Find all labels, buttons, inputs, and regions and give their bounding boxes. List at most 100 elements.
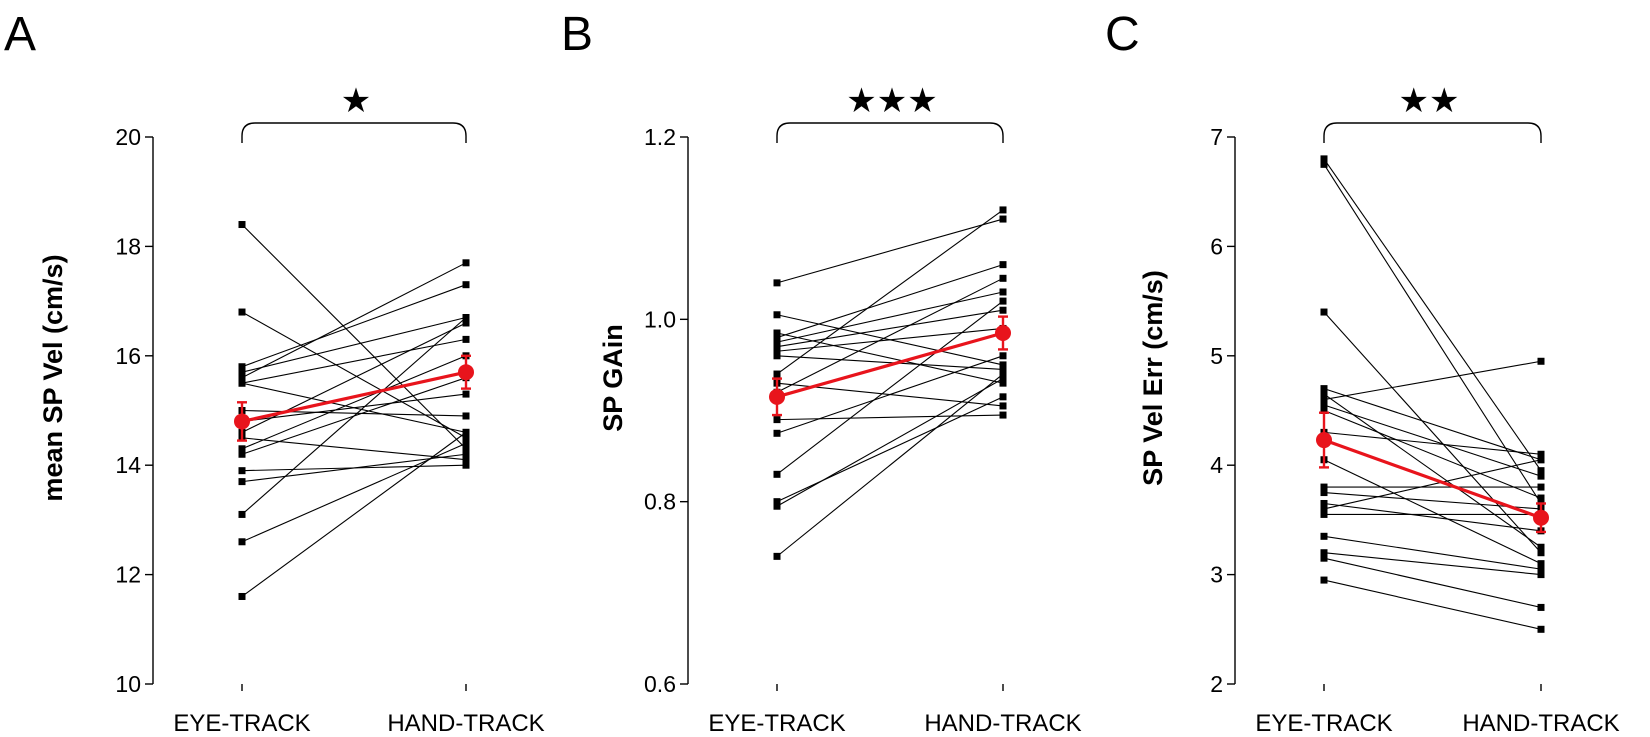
plot-area: 10 12 14 16 18 20	[115, 122, 474, 697]
y-tick-label: 3	[1210, 562, 1223, 588]
subject-point-eye-track	[773, 347, 781, 355]
subject-point-eye-track	[238, 308, 246, 316]
subject-point-hand-track	[462, 390, 470, 398]
y-axis-title: SP Vel Err (cm/s)	[1138, 270, 1168, 486]
y-tick-label: 6	[1210, 233, 1223, 259]
subject-line	[241, 355, 467, 450]
mean-line	[776, 331, 1004, 399]
subject-point-hand-track	[999, 352, 1007, 360]
subject-point-hand-track	[1537, 560, 1545, 568]
y-tick-label: 12	[115, 562, 141, 588]
subject-point-eye-track	[1320, 308, 1328, 316]
subject-point-hand-track	[999, 274, 1007, 282]
subject-point-hand-track	[462, 259, 470, 267]
y-tick-label: 7	[1210, 124, 1223, 150]
subject-point-eye-track	[1320, 390, 1328, 398]
subject-point-eye-track	[238, 368, 246, 376]
subject-point-hand-track	[999, 365, 1007, 373]
subject-point-hand-track	[462, 445, 470, 453]
panel-label-b: B	[561, 8, 593, 61]
subject-point-eye-track	[238, 363, 246, 371]
y-tick-label: 0.6	[644, 671, 676, 697]
subject-line	[776, 218, 1004, 284]
subject-point-eye-track	[1320, 532, 1328, 540]
plot-area: 0.6 0.8 1.0 1.2	[644, 122, 1011, 697]
mean-point-hand-track	[458, 364, 474, 381]
subject-point-eye-track	[238, 221, 246, 229]
mean-line	[1323, 438, 1542, 520]
category-label-hand-track: HAND-TRACK	[924, 710, 1081, 737]
subject-line	[1323, 552, 1542, 576]
subject-point-eye-track	[773, 498, 781, 506]
subject-line	[241, 317, 467, 515]
subject-point-eye-track	[238, 374, 246, 382]
panel-label-a: A	[4, 8, 36, 61]
mean-point-eye-track	[234, 413, 250, 430]
significance-bracket	[241, 122, 467, 143]
subject-point-hand-track	[999, 306, 1007, 314]
significance-bracket	[776, 122, 1004, 143]
panel-a: A mean SP Vel (cm/s) ★ EYE-TRACK HAND-TR…	[4, 8, 545, 737]
subject-point-hand-track	[462, 412, 470, 420]
mean-line	[241, 370, 467, 424]
subject-point-hand-track	[999, 379, 1007, 387]
subject-point-eye-track	[773, 279, 781, 287]
category-label-eye-track: EYE-TRACK	[708, 710, 845, 737]
subject-line	[1323, 557, 1542, 608]
subject-line	[1323, 535, 1542, 570]
subject-point-hand-track	[999, 261, 1007, 269]
subject-point-hand-track	[999, 375, 1007, 383]
subject-line	[776, 355, 1004, 371]
subject-line	[776, 291, 1004, 343]
subject-point-eye-track	[1320, 549, 1328, 557]
subject-point-eye-track	[238, 510, 246, 518]
subject-point-eye-track	[1320, 483, 1328, 491]
subject-point-eye-track	[1320, 489, 1328, 497]
subject-line	[776, 378, 1004, 507]
subject-point-eye-track	[1320, 576, 1328, 584]
subject-line	[1323, 404, 1542, 477]
category-label-hand-track: HAND-TRACK	[387, 710, 544, 737]
subject-point-hand-track	[462, 335, 470, 343]
subject-point-hand-track	[462, 281, 470, 289]
subject-line	[1323, 393, 1542, 548]
subject-line	[776, 209, 1004, 375]
subject-point-eye-track	[1320, 510, 1328, 518]
subject-line	[776, 373, 1004, 557]
subject-line	[1323, 502, 1542, 532]
subject-point-eye-track	[773, 343, 781, 351]
subject-point-eye-track	[1320, 554, 1328, 562]
subject-point-eye-track	[773, 334, 781, 342]
significance-stars: ★★	[1399, 82, 1460, 120]
subject-line	[1323, 158, 1542, 471]
subject-point-hand-track	[462, 319, 470, 327]
subject-point-hand-track	[1537, 472, 1545, 480]
subject-point-eye-track	[1320, 155, 1328, 163]
panel-c: C SP Vel Err (cm/s) ★★ EYE-TRACK HAND-TR…	[1105, 8, 1620, 737]
subject-line	[1323, 459, 1542, 510]
significance-stars: ★	[341, 82, 371, 120]
subject-point-eye-track	[1320, 396, 1328, 404]
subject-point-eye-track	[773, 370, 781, 378]
plot-area: 2 3 4 5 6 7	[1210, 122, 1549, 697]
subject-point-hand-track	[1537, 494, 1545, 502]
subject-point-hand-track	[1537, 565, 1545, 573]
y-tick-label: 2	[1210, 671, 1223, 697]
subject-point-hand-track	[1537, 549, 1545, 557]
subject-point-hand-track	[462, 428, 470, 436]
subject-line	[241, 311, 467, 439]
subject-line	[1323, 360, 1542, 401]
significance-stars: ★★★	[846, 82, 937, 120]
subject-point-hand-track	[1537, 456, 1545, 464]
subject-line	[241, 453, 467, 483]
subject-point-eye-track	[238, 379, 246, 387]
category-label-eye-track: EYE-TRACK	[173, 710, 310, 737]
subject-point-eye-track	[773, 416, 781, 424]
mean-point-hand-track	[995, 325, 1011, 342]
subject-point-hand-track	[1537, 543, 1545, 551]
subject-point-eye-track	[773, 311, 781, 319]
subject-point-hand-track	[1537, 357, 1545, 365]
subject-point-eye-track	[1320, 385, 1328, 393]
subject-line	[241, 431, 467, 597]
